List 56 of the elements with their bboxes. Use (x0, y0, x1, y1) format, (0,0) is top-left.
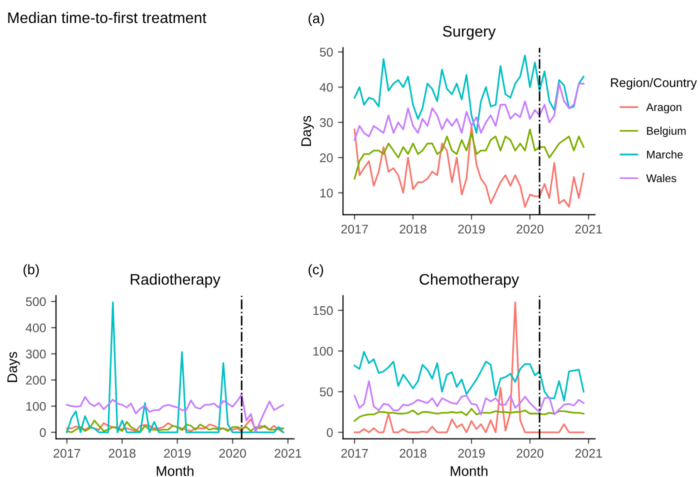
x-tick-label: 2017 (341, 224, 368, 234)
y-axis-title: Days (301, 116, 314, 146)
text: (c) (308, 264, 324, 278)
legend-label: Belgium (647, 126, 686, 137)
y-tick-label: 40 (320, 82, 333, 92)
x-tick-label: 2020 (516, 448, 544, 458)
y-tick-label: 20 (320, 153, 333, 162)
text: (b) (24, 264, 39, 278)
line-series (354, 301, 584, 434)
x-tick-label: 2017 (341, 448, 368, 458)
x-tick-label: 2021 (274, 448, 302, 458)
y-tick-label: 150 (313, 306, 333, 316)
y-tick-label: 50 (320, 48, 333, 57)
y-tick-label: 0 (326, 428, 333, 437)
line-series (354, 351, 584, 402)
x-tick-label: 2019 (458, 448, 485, 458)
x-axis-title: Month (156, 466, 194, 476)
y-tick-label: 10 (320, 188, 333, 198)
y-axis-title: Days (7, 352, 20, 382)
text: (a) (308, 13, 324, 26)
chart-title: Surgery (442, 26, 496, 40)
legend-label: Wales (646, 174, 676, 182)
y-tick-label: 100 (313, 346, 333, 356)
x-tick-label: 2018 (400, 224, 426, 234)
legend-label: Aragon (646, 103, 682, 114)
x-axis-title: Month (450, 466, 488, 476)
x-tick-label: 2018 (108, 448, 136, 458)
x-tick-label: 2020 (516, 224, 544, 234)
line-series (354, 408, 584, 422)
y-tick-label: 0 (40, 428, 46, 437)
line-series (354, 380, 584, 416)
legend-title: Region/Country (611, 78, 697, 90)
line-series (66, 394, 284, 434)
chart-title: Chemotherapy (420, 274, 520, 288)
y-tick-label: 400 (26, 323, 46, 332)
x-tick-label: 2021 (575, 448, 602, 458)
line-series (66, 301, 284, 434)
text: Median time-to-first treatment (8, 12, 206, 24)
x-tick-label: 2017 (54, 448, 80, 458)
y-tick-label: 300 (26, 350, 46, 358)
x-tick-label: 2020 (219, 448, 246, 458)
legend-label: Marche (647, 150, 683, 158)
line-series (354, 82, 584, 141)
x-tick-label: 2018 (400, 448, 426, 458)
line-series (354, 128, 584, 180)
y-tick-label: 100 (26, 402, 46, 411)
line-series (354, 54, 584, 134)
line-series (354, 125, 584, 208)
chart-title: Radiotherapy (130, 274, 220, 288)
x-tick-label: 2019 (458, 224, 485, 234)
x-tick-label: 2019 (164, 448, 191, 458)
y-tick-label: 500 (26, 297, 46, 306)
y-tick-label: 50 (320, 387, 333, 396)
x-tick-label: 2021 (575, 224, 602, 234)
y-tick-label: 200 (26, 376, 46, 385)
y-tick-label: 30 (320, 118, 333, 128)
